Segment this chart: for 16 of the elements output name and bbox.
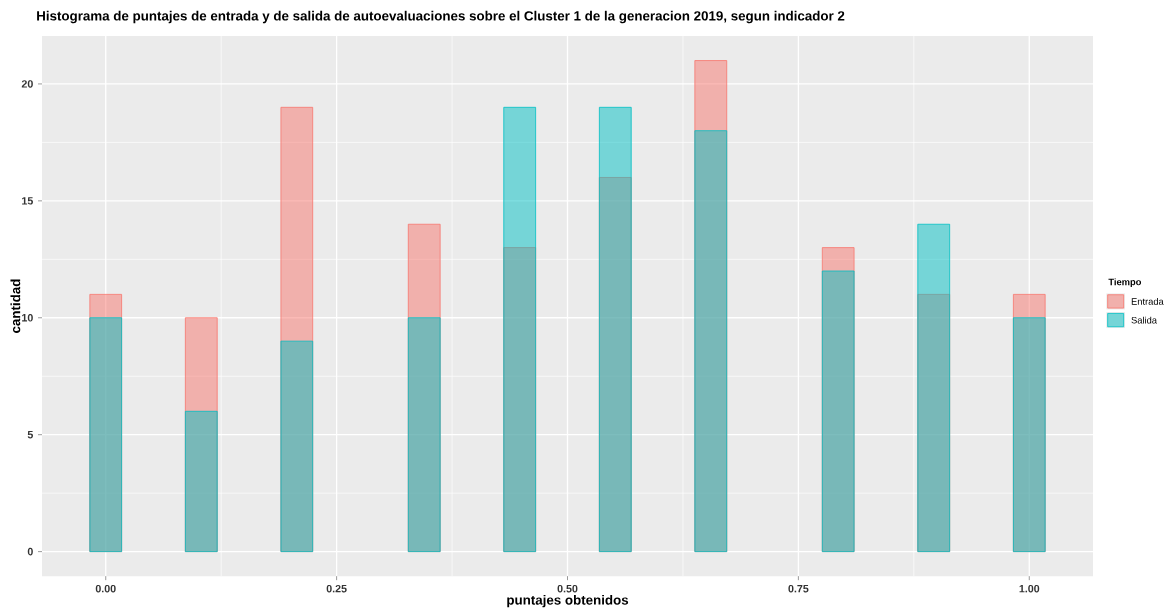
y-axis-title: cantidad xyxy=(10,279,21,333)
y-tick-label: 15 xyxy=(22,197,33,205)
legend-label: Salida xyxy=(1131,316,1157,324)
x-tick-label: 0.75 xyxy=(788,584,809,593)
legend-title: Tiempo xyxy=(1108,278,1142,288)
y-tick-label: 0 xyxy=(27,547,33,556)
y-tick-label: 20 xyxy=(21,80,33,88)
legend-label: Entrada xyxy=(1131,297,1164,305)
y-tick-label: 10 xyxy=(22,313,33,322)
x-tick-label: 0.00 xyxy=(95,584,116,593)
x-tick-label: 0.25 xyxy=(326,584,347,593)
x-axis-title: puntajes obtenidos xyxy=(507,594,629,608)
y-tick-label: 5 xyxy=(27,430,33,439)
x-tick-label: 0.50 xyxy=(557,584,578,593)
x-tick-label: 1.00 xyxy=(1019,584,1040,593)
chart-title: Histograma de puntajes de entrada y de salida de autoevaluaciones sobre el Cluster 1 de la generacion 2019, segun indicador 2 xyxy=(37,10,845,24)
